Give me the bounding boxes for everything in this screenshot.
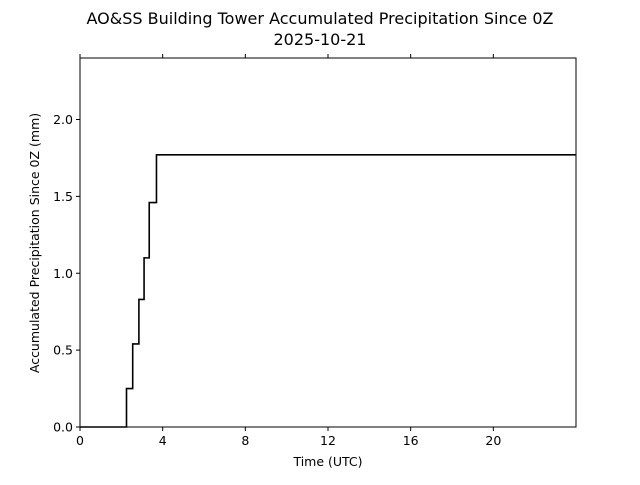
x-tick-label-4: 16 — [403, 433, 419, 448]
x-tick-label-1: 4 — [159, 433, 167, 448]
y-tick-label-1: 0.5 — [53, 343, 73, 358]
x-tick-label-0: 0 — [76, 433, 84, 448]
x-tick-label-5: 20 — [485, 433, 501, 448]
x-tick-label-2: 8 — [241, 433, 249, 448]
y-tick-label-4: 2.0 — [53, 112, 73, 127]
chart-subtitle: 2025-10-21 — [274, 30, 367, 49]
y-tick-label-2: 1.0 — [53, 266, 73, 281]
plot-frame — [79, 57, 577, 428]
y-tick-label-3: 1.5 — [53, 189, 73, 204]
x-tick-label-3: 12 — [320, 433, 336, 448]
plot-area: 0 4 8 12 16 20 0.0 0.5 1.0 1.5 2.0 — [53, 54, 577, 448]
y-tick-label-0: 0.0 — [53, 420, 73, 435]
x-axis-label: Time (UTC) — [292, 454, 362, 469]
series-line-0 — [80, 154, 576, 428]
y-axis-label: Accumulated Precipitation Since 0Z (mm) — [27, 113, 42, 373]
chart-title: AO&SS Building Tower Accumulated Precipi… — [87, 9, 554, 28]
